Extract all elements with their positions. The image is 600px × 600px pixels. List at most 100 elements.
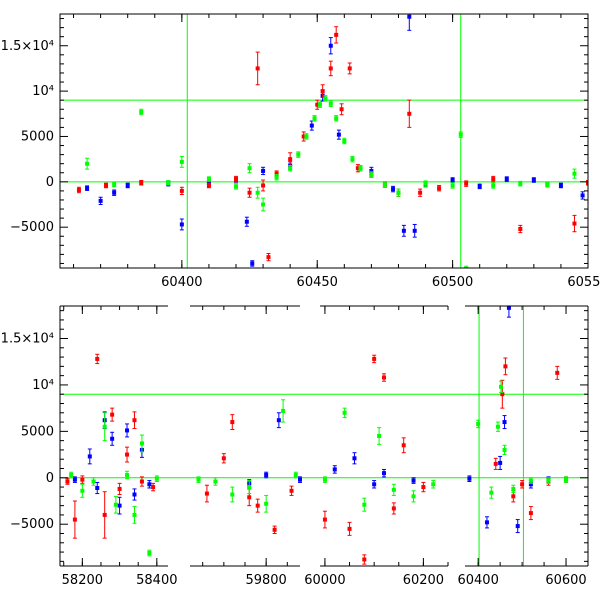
data-point xyxy=(312,116,317,121)
data-point xyxy=(391,506,396,511)
data-point xyxy=(288,157,293,162)
data-point xyxy=(545,182,550,187)
data-point xyxy=(334,116,339,121)
top-panel: 1.5×10⁴ 10⁴ 5000 0 −5000 60400 60450 60500 60550 xyxy=(1,13,600,290)
data-point xyxy=(391,187,396,192)
axes-frame xyxy=(59,305,589,567)
data-point xyxy=(322,517,327,522)
data-point xyxy=(347,66,352,71)
axes-frame xyxy=(59,13,589,269)
data-point xyxy=(382,375,386,380)
data-points xyxy=(65,306,569,565)
data-point xyxy=(72,477,77,482)
data-point xyxy=(382,182,387,187)
data-point xyxy=(401,443,406,448)
data-point xyxy=(358,166,363,171)
data-point xyxy=(328,66,333,71)
data-point xyxy=(491,183,496,188)
data-point xyxy=(476,421,481,426)
data-point xyxy=(347,526,352,531)
data-point xyxy=(296,152,301,157)
data-point xyxy=(528,511,533,516)
data-point xyxy=(261,202,266,207)
data-point xyxy=(504,177,509,182)
data-point xyxy=(586,180,588,185)
data-point xyxy=(247,495,252,500)
data-point xyxy=(244,219,249,224)
x-tick-label: 60450 xyxy=(297,275,338,290)
data-point xyxy=(221,456,226,461)
data-point xyxy=(323,96,328,101)
y-tick-label: 10⁴ xyxy=(32,84,54,99)
data-point xyxy=(499,384,504,389)
data-point xyxy=(528,482,533,487)
data-point xyxy=(458,132,463,137)
data-point xyxy=(266,255,271,260)
data-point xyxy=(65,479,70,484)
data-point xyxy=(477,184,482,189)
data-point xyxy=(289,488,294,493)
data-point xyxy=(206,183,211,188)
y-tick-label: 0 xyxy=(46,175,54,190)
data-point xyxy=(431,482,436,487)
data-point xyxy=(301,134,306,139)
data-points xyxy=(76,14,588,268)
x-tick-label: 60600 xyxy=(545,573,586,588)
data-point xyxy=(355,166,360,171)
data-point xyxy=(350,157,355,162)
data-point xyxy=(196,477,201,482)
data-point xyxy=(125,183,130,188)
data-point xyxy=(382,471,386,476)
y-tick-label: 1.5×10⁴ xyxy=(1,39,54,54)
data-point xyxy=(491,177,496,182)
data-point xyxy=(450,178,455,183)
data-point xyxy=(298,477,302,482)
data-point xyxy=(117,486,122,491)
data-point xyxy=(304,134,309,139)
data-point xyxy=(511,494,516,499)
data-point xyxy=(132,418,137,423)
series-green xyxy=(85,95,577,268)
data-point xyxy=(580,193,585,198)
data-point xyxy=(372,482,377,487)
data-point xyxy=(110,412,115,417)
data-point xyxy=(369,172,374,177)
data-point xyxy=(204,491,209,496)
data-point xyxy=(80,488,85,493)
data-point xyxy=(502,447,507,452)
data-point xyxy=(247,190,252,195)
data-point xyxy=(110,436,115,441)
data-point xyxy=(230,492,235,497)
data-point xyxy=(139,441,144,446)
data-point xyxy=(87,454,92,459)
data-point xyxy=(139,180,144,185)
y-tick-label: 5000 xyxy=(21,424,54,439)
data-point xyxy=(555,370,560,375)
series-green xyxy=(69,380,569,557)
series-red xyxy=(65,353,569,565)
data-point xyxy=(407,111,412,116)
data-point xyxy=(139,109,144,114)
data-point xyxy=(247,166,252,171)
data-point xyxy=(206,177,211,182)
data-point xyxy=(391,487,396,492)
data-point xyxy=(317,102,322,107)
data-point xyxy=(489,490,494,495)
data-point xyxy=(518,226,523,231)
data-point xyxy=(464,266,469,268)
data-point xyxy=(255,190,260,195)
series-red xyxy=(76,26,588,262)
data-point xyxy=(132,512,137,517)
data-point xyxy=(147,482,152,487)
y-tick-label: 0 xyxy=(46,471,54,486)
data-point xyxy=(234,177,238,182)
data-point xyxy=(498,460,503,465)
data-point xyxy=(421,485,426,490)
x-tick-label: 60550 xyxy=(567,275,600,290)
data-point xyxy=(572,171,577,176)
data-point xyxy=(276,418,281,423)
data-point xyxy=(515,524,520,529)
axis-box xyxy=(59,13,589,269)
data-point xyxy=(272,527,277,532)
